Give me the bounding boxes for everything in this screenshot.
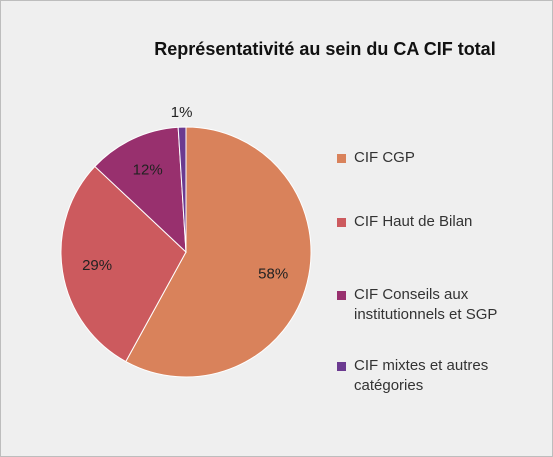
pie-slice [177, 126, 187, 253]
pie-slice [60, 165, 187, 363]
pie-slice [94, 126, 187, 254]
data-label: 29% [82, 257, 112, 274]
pie-slice [125, 126, 312, 378]
data-label: 1% [171, 104, 193, 121]
data-label: 12% [133, 162, 163, 179]
legend-label: CIF mixtes et autres catégories [354, 357, 489, 394]
legend-swatch [337, 362, 346, 371]
chart-title: Représentativité au sein du CA CIF total [154, 39, 495, 59]
legend-swatch [337, 218, 346, 227]
legend-item: CIF Haut de Bilan [337, 212, 537, 232]
data-label: 58% [258, 265, 288, 282]
legend-item: CIF mixtes et autres catégories [337, 356, 537, 396]
legend-label: CIF Haut de Bilan [354, 213, 473, 230]
legend-label: CIF CGP [354, 149, 415, 166]
legend-swatch [337, 154, 346, 163]
legend-swatch [337, 291, 346, 300]
legend-item: CIF CGP [337, 148, 537, 168]
legend-item: CIF Conseils aux institutionnels et SGP [337, 285, 537, 325]
legend-label: CIF Conseils aux institutionnels et SGP [354, 286, 498, 323]
